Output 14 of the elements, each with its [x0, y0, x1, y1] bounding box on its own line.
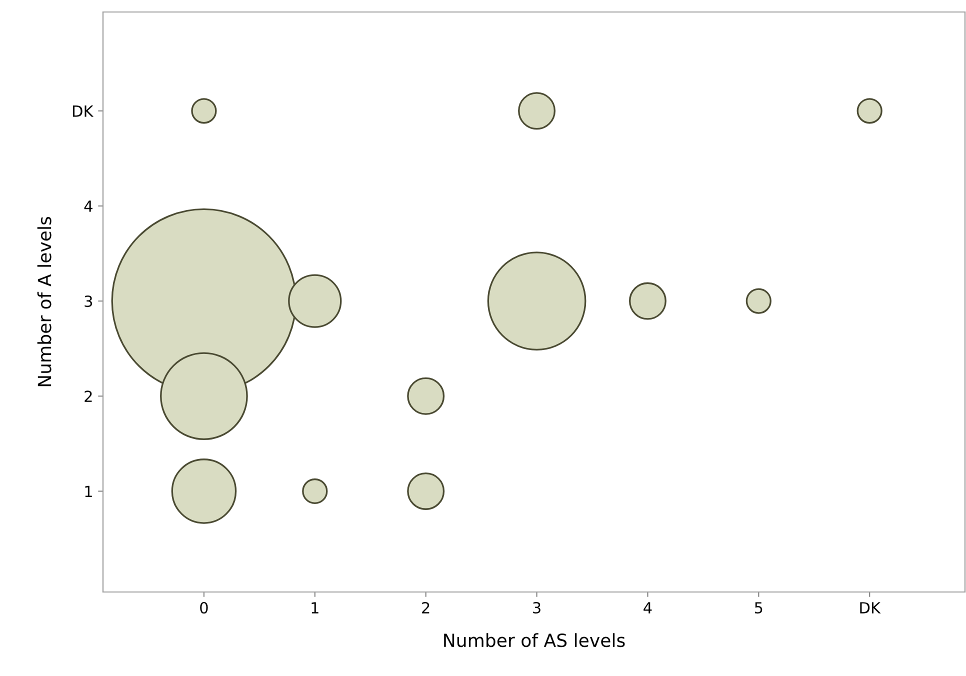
y-tick-label: DK	[72, 106, 94, 117]
y-tick-label: 1	[85, 486, 92, 498]
x-tick-label: 1	[312, 602, 318, 614]
x-tick-label: 3	[533, 602, 540, 614]
x-axis-title: Number of AS levels	[444, 633, 625, 648]
y-tick-label: 4	[84, 200, 92, 212]
x-tick-label: 2	[422, 602, 430, 614]
y-axis-title: Number of A levels	[37, 216, 52, 386]
x-tick-label: 4	[644, 602, 652, 614]
x-tick-label: 0	[200, 602, 208, 614]
y-tick-label: 3	[84, 296, 92, 308]
x-tick-label: 5	[754, 602, 762, 614]
y-tick-label: 2	[84, 390, 92, 402]
x-tick-label: DK	[860, 602, 881, 614]
